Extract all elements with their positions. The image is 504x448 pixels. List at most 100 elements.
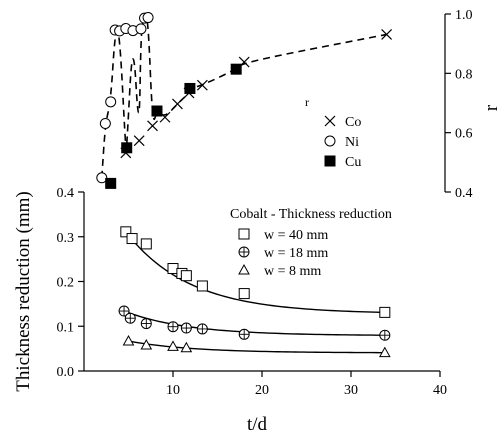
marker-stroke [147,120,158,132]
bottom-point [180,341,193,353]
bottom-fit-curve [128,340,385,354]
top-y-tick-label: 0.8 [455,67,473,82]
marker-shape [184,82,196,94]
marker-shape [230,63,242,75]
marker-shape [99,117,111,129]
top-y-tick-label: 1.0 [455,8,473,23]
top-point-ni [96,172,108,184]
x-tick-label: 30 [344,383,358,398]
bottom-point [379,329,391,341]
bottom-point [167,321,179,333]
top-point-co [147,120,158,132]
marker-shape [140,238,152,250]
marker-stroke [324,115,336,127]
marker-shape [238,263,250,275]
top-point-co [196,79,208,91]
bottom-fit-curve [123,310,385,336]
bottom-point [196,323,208,335]
marker-shape [122,334,135,346]
marker-shape [105,96,117,108]
top-legend-marker [324,155,336,167]
top-legend-marker [324,135,336,147]
top-legend-title: r [305,95,309,109]
bottom-y-axis-title: Thickness reduction (mm) [13,191,34,392]
bottom-legend-label: w = 8 mm [264,264,321,279]
marker-shape [167,340,179,351]
top-point-cu [151,105,163,117]
bottom-point [180,322,192,334]
top-point-cu [230,63,242,75]
bottom-point [196,280,208,292]
marker-shape [142,12,154,24]
marker-stroke [381,29,393,40]
top-point-ni [105,96,117,108]
marker-shape [151,105,163,117]
bottom-point [122,334,135,346]
bottom-point [238,288,250,300]
marker-stroke [159,111,171,123]
bottom-point [118,305,130,317]
marker-shape [238,288,250,300]
top-point-ni [142,12,154,24]
marker-shape [96,172,108,184]
marker-stroke [133,135,145,147]
marker-shape [121,142,133,154]
axes-layer: 0.0 0.1 0.2 0.3 0.4 10 20 30 40 t/d Thickness redu… [13,8,502,435]
marker-shape [324,135,336,147]
top-legend: r Co Ni Cu [305,95,361,170]
marker-shape [238,228,250,240]
top-legend-label: Cu [345,155,361,170]
bottom-legend: Cobalt - Thickness reduction w = 40 mm w =… [230,207,392,279]
bottom-point [379,306,391,318]
marker-stroke [172,98,183,110]
top-legend-label: Co [345,115,361,130]
bottom-point [140,318,152,330]
marker-shape [180,341,193,353]
bottom-fit-curve [125,231,385,314]
bottom-y-tick-label: 0.0 [57,365,75,380]
bottom-legend-label: w = 18 mm [264,246,328,261]
marker-shape [135,23,147,35]
bottom-point [124,312,136,324]
top-fit-curve-layer [101,17,387,178]
top-point-co [381,29,393,40]
marker-shape [120,226,132,238]
bottom-point [238,328,250,340]
bottom-legend-title: Cobalt - Thickness reduction [230,207,392,222]
bottom-legend-marker [238,228,250,240]
top-point-co [133,135,145,147]
bottom-point [120,226,132,238]
bottom-y-tick-label: 0.3 [57,231,75,246]
top-point-ni [99,117,111,129]
top-point-cu [121,142,133,154]
top-point-ni [135,23,147,35]
bottom-point [180,270,192,282]
top-point-cu [184,82,196,94]
bottom-y-tick-label: 0.1 [57,320,75,335]
x-tick-label: 40 [433,383,447,398]
bottom-y-tick-label: 0.4 [57,186,75,201]
top-legend-marker [324,115,336,127]
marker-shape [140,339,153,350]
top-legend-label: Ni [345,135,359,150]
marker-shape [196,280,208,292]
bottom-point [167,340,179,351]
bottom-legend-label: w = 40 mm [264,228,328,243]
bottom-legend-marker [238,246,250,258]
top-y-axis-title: r [481,104,502,111]
top-point-cu [105,177,117,189]
marker-stroke [196,79,208,91]
marker-shape [324,155,336,167]
marker-shape [105,177,117,189]
bottom-point [378,346,391,358]
top-dashed-fit-curve [101,17,387,178]
bottom-point [140,238,152,250]
x-tick-label: 20 [255,383,269,398]
bottom-point [140,339,153,350]
top-point-co [172,98,183,110]
x-axis-title: t/d [247,414,268,435]
bottom-fit-curve-layer [123,231,385,354]
marker-shape [378,346,391,358]
